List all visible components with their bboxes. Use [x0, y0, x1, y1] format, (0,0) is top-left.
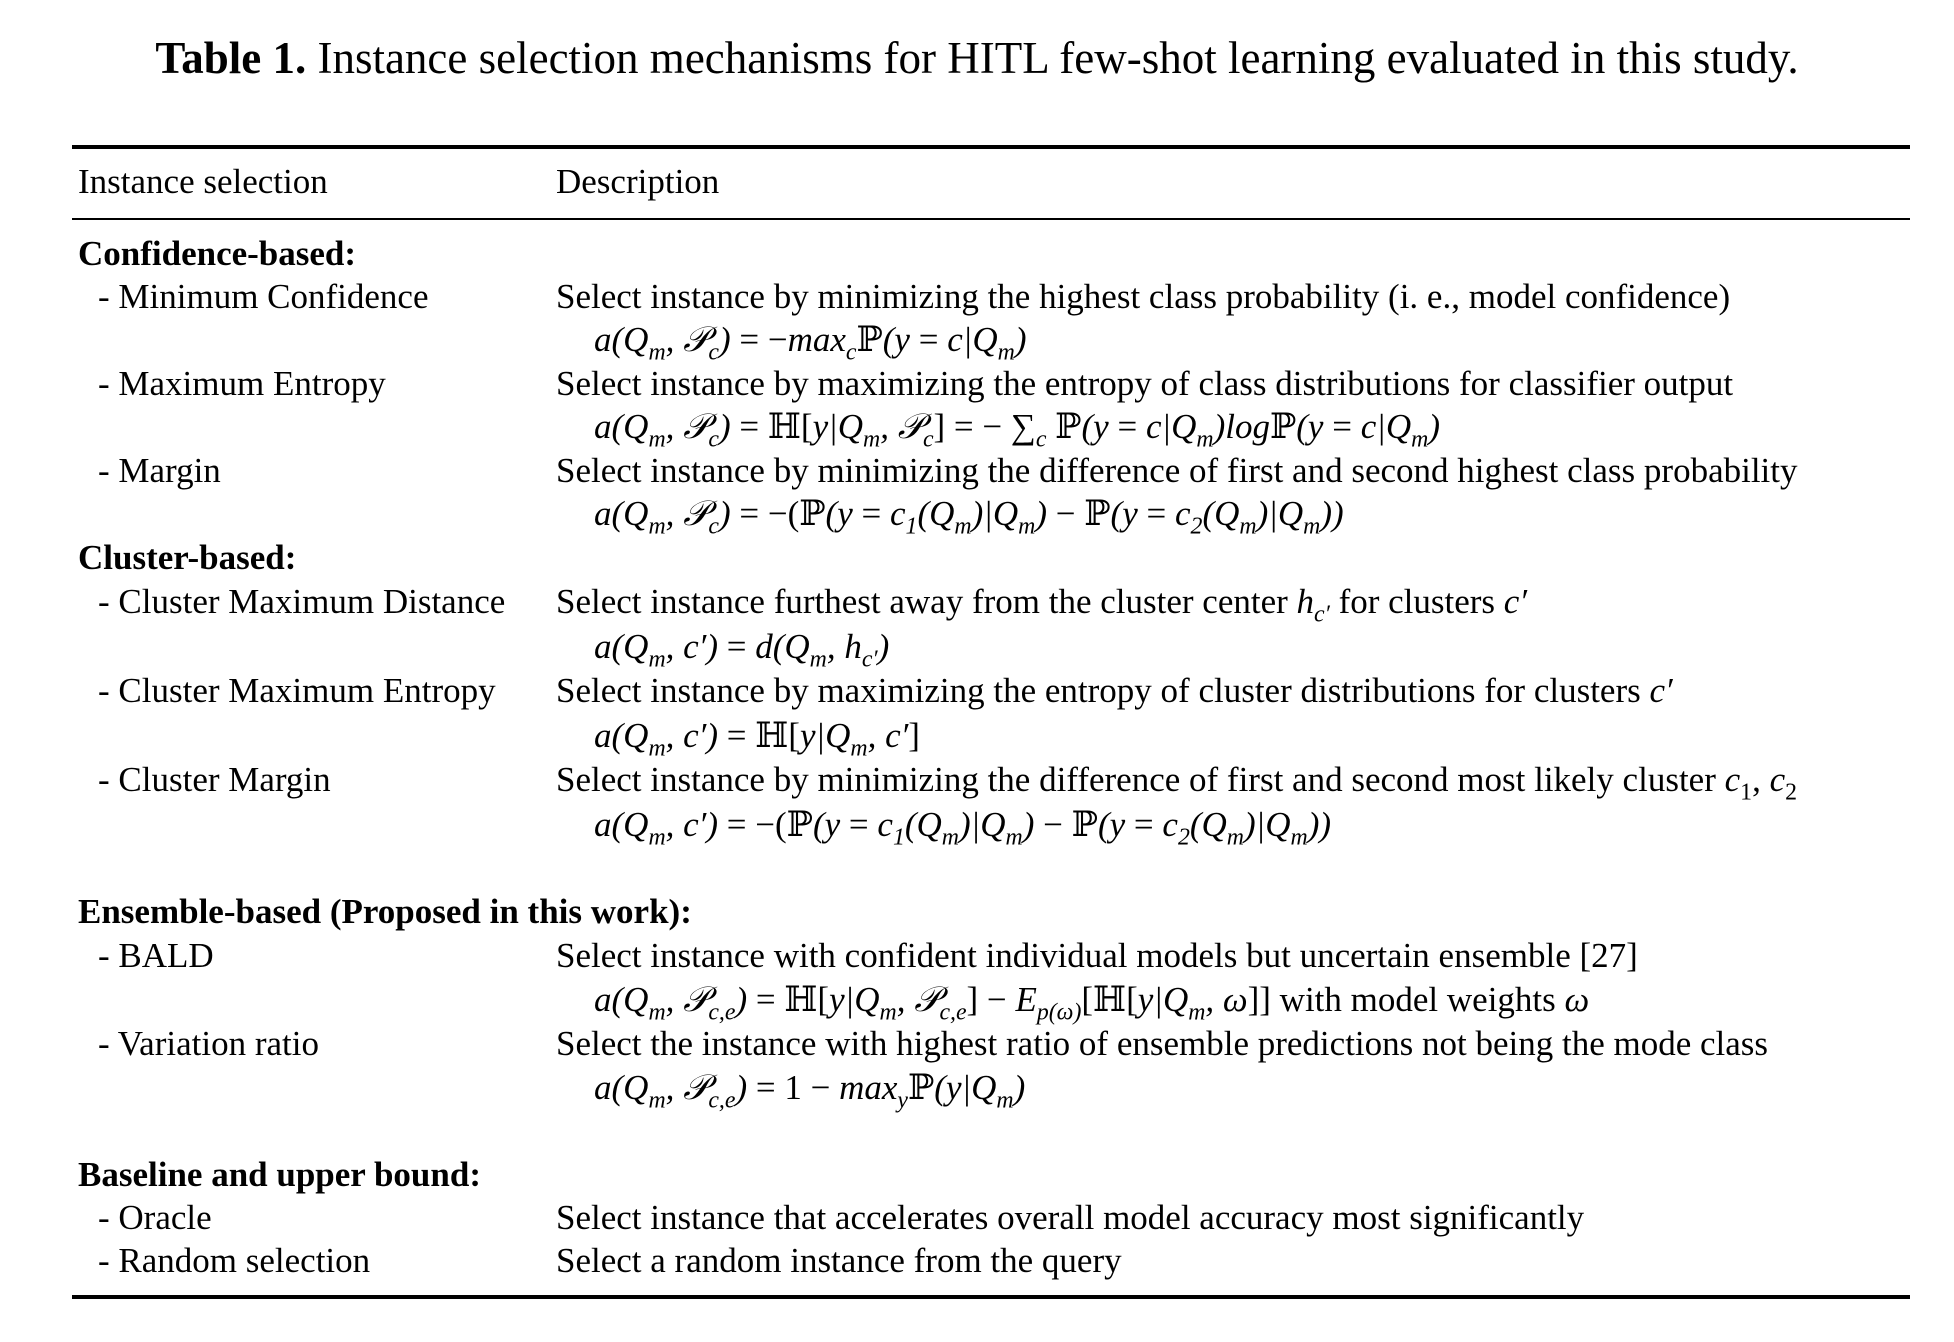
row-formula: a(Qm, 𝒫c,e) = 1 − maxyℙ(y|Qm)	[594, 1068, 1026, 1114]
row-name: - Variation ratio	[98, 1024, 319, 1063]
row-name: - Oracle	[98, 1198, 212, 1237]
row-formula: a(Qm, c′) = ℍ[y|Qm, c′]	[594, 716, 920, 762]
row-description: Select instance furthest away from the c…	[556, 582, 1527, 628]
group-title: Confidence-based:	[78, 234, 357, 273]
header-instance-selection: Instance selection	[78, 162, 328, 201]
row-name: - Cluster Margin	[98, 760, 331, 799]
row-description: Select instance by minimizing the differ…	[556, 760, 1798, 806]
row-description: Select instance by minimizing the highes…	[556, 277, 1731, 316]
row-name: - Cluster Maximum Entropy	[98, 671, 496, 710]
row-description: Select instance that accelerates overall…	[556, 1198, 1585, 1237]
header-description: Description	[556, 162, 720, 201]
row-formula: a(Qm, 𝒫c) = −maxcℙ(y = c|Qm)	[594, 320, 1027, 366]
caption-text: Instance selection mechanisms for HITL f…	[306, 33, 1799, 83]
row-description: Select instance with confident individua…	[556, 936, 1638, 975]
row-name: - Random selection	[98, 1241, 371, 1280]
row-formula: a(Qm, 𝒫c) = −(ℙ(y = c1(Qm)|Qm) − ℙ(y = c…	[594, 494, 1344, 540]
row-name: - Minimum Confidence	[98, 277, 429, 316]
row-name: - Margin	[98, 451, 221, 490]
table-caption: Table 1. Instance selection mechanisms f…	[0, 28, 1954, 88]
row-description: Select a random instance from the query	[556, 1241, 1122, 1280]
row-description: Select instance by maximizing the entrop…	[556, 671, 1673, 710]
group-title: Baseline and upper bound:	[78, 1155, 481, 1194]
row-formula: a(Qm, 𝒫c) = ℍ[y|Qm, 𝒫c] = − ∑c ℙ(y = c|Q…	[594, 407, 1441, 453]
row-name: - Maximum Entropy	[98, 364, 386, 403]
row-formula: a(Qm, 𝒫c,e) = ℍ[y|Qm, 𝒫c,e] − Ep(ω)[ℍ[y|…	[594, 980, 1590, 1026]
row-description: Select the instance with highest ratio o…	[556, 1024, 1769, 1063]
top-rule	[72, 145, 1910, 149]
row-formula: a(Qm, c′) = d(Qm, hc′)	[594, 627, 890, 673]
header-rule	[72, 218, 1910, 220]
caption-label: Table 1.	[155, 33, 307, 83]
row-name: - BALD	[98, 936, 214, 975]
row-formula: a(Qm, c′) = −(ℙ(y = c1(Qm)|Qm) − ℙ(y = c…	[594, 805, 1332, 851]
row-description: Select instance by maximizing the entrop…	[556, 364, 1734, 403]
bottom-rule	[72, 1295, 1910, 1299]
row-description: Select instance by minimizing the differ…	[556, 451, 1798, 490]
group-title: Ensemble-based (Proposed in this work):	[78, 892, 692, 931]
row-name: - Cluster Maximum Distance	[98, 582, 506, 621]
group-title: Cluster-based:	[78, 538, 297, 577]
